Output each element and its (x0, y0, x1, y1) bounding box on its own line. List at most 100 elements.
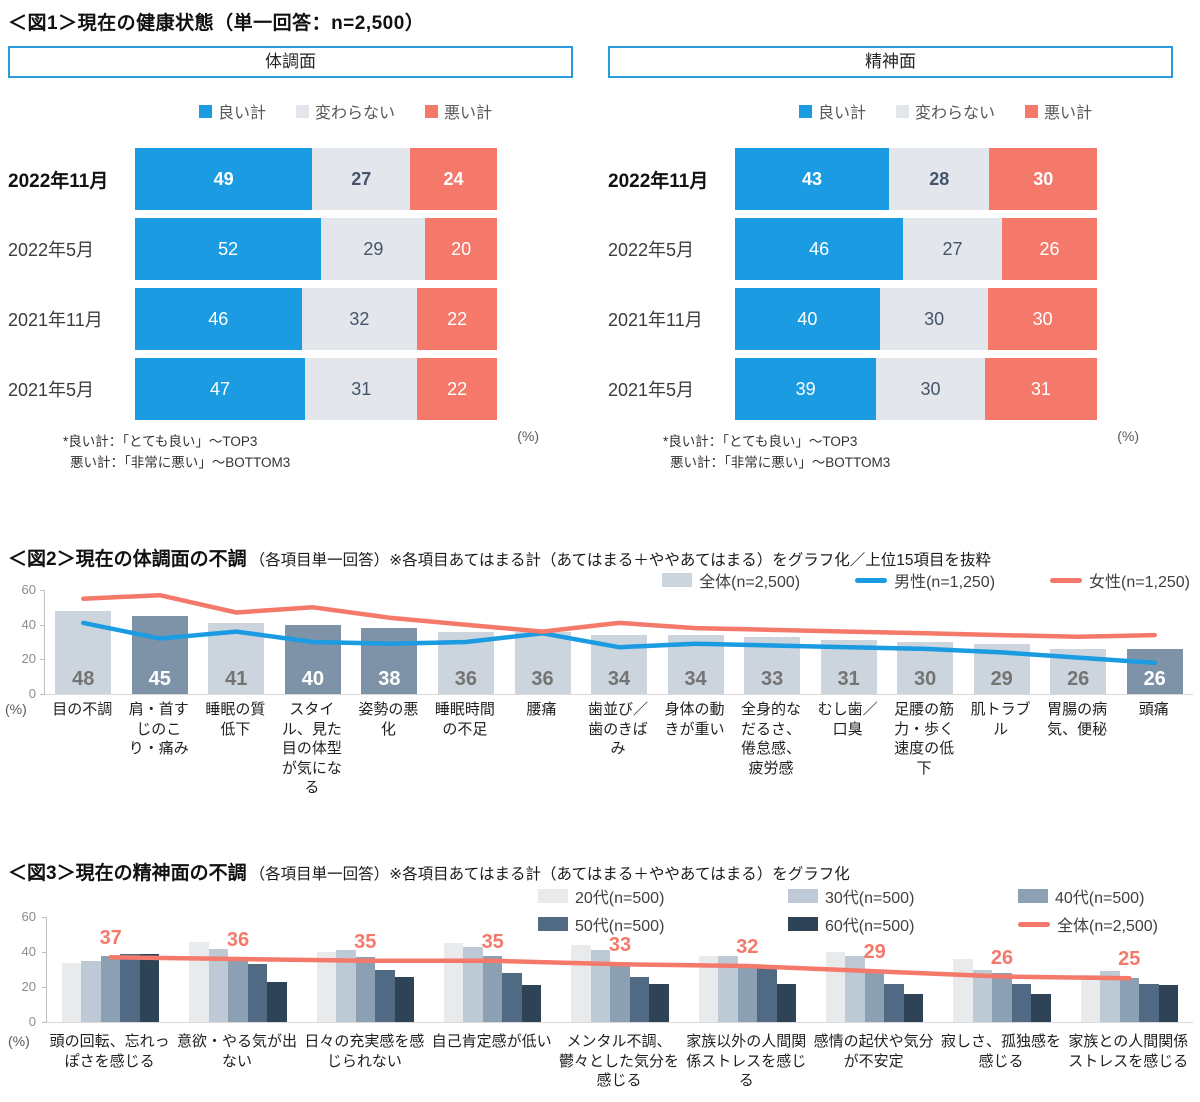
fig2-bar-value: 26 (1067, 668, 1090, 690)
fig1-bar-segment: 40 (735, 288, 880, 350)
fig3-bar (1031, 994, 1051, 1022)
fig3-bar (992, 973, 1012, 1022)
fig2-bar-value: 41 (225, 668, 248, 690)
fig3-bar (61, 962, 82, 1022)
percent-unit-label: (%) (8, 1033, 30, 1049)
fig3-total-value: 35 (354, 930, 377, 953)
fig1-stacked-bar: 49 27 24 (135, 148, 497, 210)
fig2-bar-value: 31 (837, 668, 860, 690)
fig3-total-value: 29 (863, 941, 886, 964)
legend-label: 男性(n=1,250) (894, 574, 996, 591)
fig2-category-label: 歯並び／歯のきばみ (587, 701, 648, 757)
fig1-bar-segment: 30 (988, 288, 1097, 350)
fig1-stacked-bar: 52 29 20 (135, 218, 497, 280)
fig2-category-label: 目の不調 (52, 701, 113, 718)
bad-swatch (425, 104, 438, 118)
fig3-bar (718, 955, 738, 1022)
fig3-plot-area: 37 36 35 35 33 32 29 26 25 (42, 917, 1193, 1023)
fig2-bar-value: 30 (913, 668, 937, 690)
y-axis-tick (40, 624, 45, 626)
legend-label: 50代(n=500) (575, 918, 665, 935)
age20-swatch (538, 889, 568, 903)
fig2-category-label: 腰痛 (526, 701, 557, 718)
neutral-swatch (895, 104, 909, 118)
y-axis-label: 40 (21, 616, 36, 632)
fig1-stacked-bar: 40 30 30 (735, 288, 1097, 350)
age40-swatch (1018, 889, 1048, 903)
fig3-total-value: 25 (1118, 948, 1141, 971)
fig3-bar (1100, 971, 1120, 1022)
fig3-bar (698, 955, 719, 1022)
fig1-bar-segment: 47 (135, 358, 306, 420)
fig3-bar (629, 976, 650, 1022)
legend-item-neutral: 変わらない (295, 102, 395, 122)
fig3-category-label: 頭の回転、忘れっぽさを感じる (49, 1033, 170, 1070)
fig1-bar-segment: 27 (312, 148, 411, 210)
legend-item-good: 良い計 (198, 102, 266, 122)
fig3-bar (1119, 978, 1140, 1022)
fig3-bar (375, 969, 395, 1022)
fig2-category-labels: 目の不調 肩・首すじのこり・痛み 睡眠の質低下 スタイル、見た目の体型が気になる 姿勢の… (44, 700, 1192, 798)
fig3-bar (1158, 985, 1179, 1022)
total-line (108, 955, 1132, 981)
fig3-bar (228, 959, 248, 1022)
fig2-category-label: 睡眠時間の不足 (434, 701, 495, 738)
fig1-legend-mental: 良い計 変わらない 悪い計 (608, 102, 1173, 122)
y-axis-tick (42, 987, 47, 988)
fig3-bar (864, 973, 885, 1022)
legend-label: 20代(n=500) (575, 890, 665, 907)
fig2-category-label: 姿勢の悪化 (358, 701, 419, 738)
y-axis-tick (40, 590, 45, 591)
y-axis-label: 20 (21, 979, 36, 994)
fig2-bar-value: 36 (531, 668, 554, 690)
y-axis-tick (42, 1022, 47, 1023)
fig2-category-label: 胃腸の病気、便秘 (1047, 701, 1108, 738)
fig1-rows-mental: 2022年11月 43 28 30 2022年5月 46 27 26 2021年11月 40 30 3… (608, 148, 1173, 420)
fig2-category-label: スタイル、見た目の体型が気になる (281, 701, 342, 796)
legend-item-neutral: 変わらない (895, 102, 995, 122)
fig1-row: 2022年5月 46 27 26 (608, 218, 1173, 280)
y-axis-tick (42, 917, 47, 918)
fig1-footer-physical: *良い計：「とても良い」～TOP3 悪い計：「非常に悪い」～BOTTOM3 (%… (8, 428, 573, 474)
bad-swatch (1025, 104, 1038, 118)
fig3-bar (590, 950, 611, 1022)
fig2-bar-value: 33 (760, 668, 784, 690)
fig1-bar-segment: 28 (889, 148, 990, 210)
fig3-title: ＜図3＞現在の精神面の不調 （各項目単一回答）※各項目あてはまる計（あてはまる＋や… (8, 858, 1192, 885)
fig3-bar (521, 985, 542, 1022)
fig2-category-label: 足腰の筋力・歩く速度の低下 (894, 701, 955, 777)
fig1-stacked-bar: 39 30 31 (735, 358, 1097, 420)
fig2-bar: 38 (361, 628, 418, 694)
fig3-bar (100, 955, 121, 1022)
fig3-bar (267, 981, 287, 1022)
fig3-category-label: 意欲・やる気が出ない (176, 1033, 297, 1070)
fig1-year-label: 2022年5月 (8, 240, 95, 260)
fig1-bar-segment: 26 (1001, 218, 1098, 280)
fig1-panel-physical-header: 体調面 (8, 46, 573, 78)
total-line-swatch (1018, 921, 1050, 927)
male-line-swatch (855, 577, 888, 583)
fig1-footer-mental: *良い計：「とても良い」～TOP3 悪い計：「非常に悪い」～BOTTOM3 (%… (608, 428, 1173, 474)
legend-item-20s: 20代(n=500) (538, 884, 788, 908)
fig2-category-label: むし歯／口臭 (817, 701, 878, 738)
fig3-category-label: 家族との人間関係ストレスを感じる (1068, 1033, 1189, 1070)
y-axis-label: 40 (21, 944, 36, 959)
fig3-category-label: 寂しさ、孤独感を感じる (940, 1033, 1061, 1070)
fig1-panel-physical: 体調面 良い計 変わらない 悪い計 2022年11月 49 27 24 2022年5月 5… (8, 46, 573, 474)
y-axis-tick (40, 694, 45, 695)
fig1-bar-segment: 22 (417, 358, 497, 420)
fig2-bar-value: 29 (990, 668, 1013, 690)
fig2-bar-value: 45 (148, 668, 171, 690)
fig3-bar (189, 941, 209, 1022)
fig1-stacked-bar: 46 27 26 (735, 218, 1098, 280)
legend-item-bad: 悪い計 (1025, 102, 1092, 122)
fig3-category-label: 日々の充実感を感じられない (304, 1033, 425, 1070)
fig2-category-label: 全身的なだるさ、倦怠感、疲労感 (741, 701, 802, 777)
y-axis-tick (40, 659, 45, 661)
y-axis-label: 20 (21, 651, 36, 667)
fig1-bar-segment: 31 (984, 358, 1097, 420)
percent-unit-label: (%) (5, 701, 27, 717)
fig3-total-value: 35 (481, 930, 504, 953)
fig2-bar: 45 (131, 616, 188, 694)
legend-label: 全体(n=2,500) (699, 574, 801, 591)
